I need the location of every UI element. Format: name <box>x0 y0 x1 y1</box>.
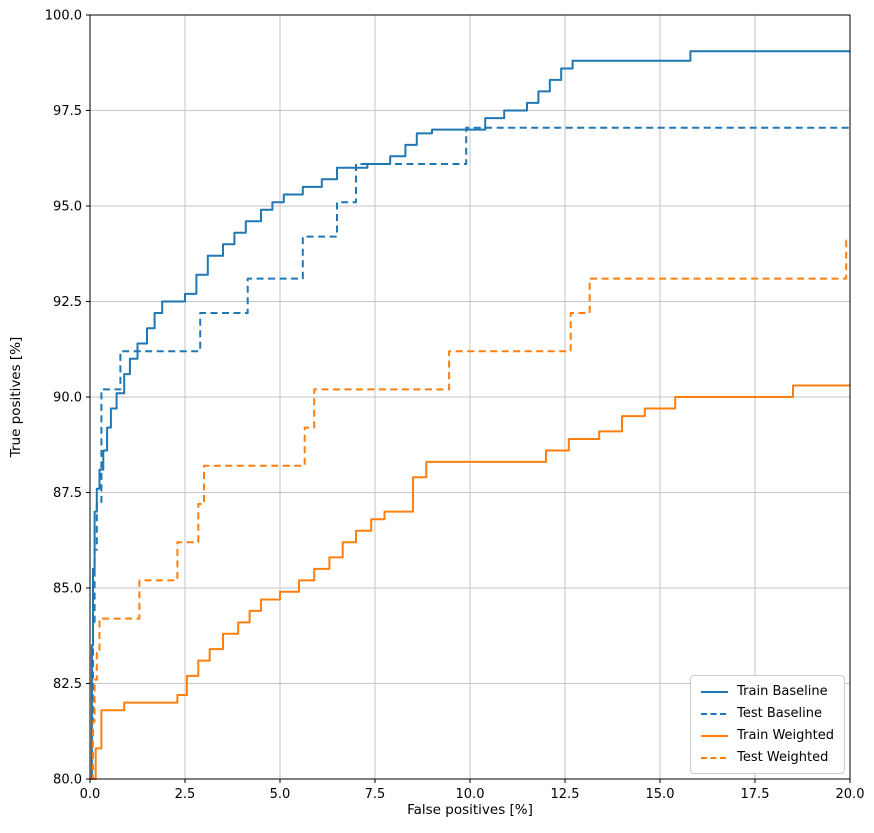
y-tick-label: 100.0 <box>45 9 82 24</box>
x-tick-label: 12.5 <box>551 787 580 802</box>
y-tick-label: 80.0 <box>53 773 82 788</box>
series-train-baseline <box>90 50 850 780</box>
legend-sample-line <box>701 712 729 715</box>
legend-item-train-weighted: Train Weighted <box>701 727 834 744</box>
series-train-weighted <box>90 384 850 780</box>
legend-label-train-weighted: Train Weighted <box>737 728 834 743</box>
x-tick-label: 7.5 <box>365 787 386 802</box>
y-tick-label: 87.5 <box>53 486 82 501</box>
y-axis-label: True positives [%] <box>8 336 24 458</box>
legend-line-sample-test-weighted <box>701 756 729 760</box>
y-tick-label: 85.0 <box>53 582 82 597</box>
legend-item-train-baseline: Train Baseline <box>701 683 834 700</box>
y-tick-label: 95.0 <box>53 200 82 215</box>
x-tick-label: 15.0 <box>646 787 675 802</box>
y-tick-label: 97.5 <box>53 104 82 119</box>
x-tick-label: 2.5 <box>175 787 196 802</box>
legend-line-sample-train-weighted <box>701 734 729 738</box>
y-tick-label: 82.5 <box>53 677 82 692</box>
legend-sample-line <box>701 756 729 759</box>
legend-label-test-weighted: Test Weighted <box>737 750 829 765</box>
x-axis-label: False positives [%] <box>407 802 533 818</box>
y-tick-label: 90.0 <box>53 391 82 406</box>
y-tick-label: 92.5 <box>53 295 82 310</box>
series-test-baseline <box>90 126 850 780</box>
legend-sample-line <box>701 690 729 693</box>
x-tick-label: 0.0 <box>80 787 101 802</box>
x-tick-label: 20.0 <box>836 787 865 802</box>
series-test-weighted <box>90 239 850 780</box>
x-tick-label: 17.5 <box>741 787 770 802</box>
legend-sample-line <box>701 734 729 737</box>
x-tick-label: 10.0 <box>456 787 485 802</box>
legend-label-test-baseline: Test Baseline <box>737 706 822 721</box>
x-tick-label: 5.0 <box>270 787 291 802</box>
legend-item-test-weighted: Test Weighted <box>701 749 834 766</box>
legend-item-test-baseline: Test Baseline <box>701 705 834 722</box>
legend: Train Baseline Test Baseline Train Weigh… <box>690 675 845 774</box>
legend-line-sample-train-baseline <box>701 690 729 694</box>
legend-line-sample-test-baseline <box>701 712 729 716</box>
legend-label-train-baseline: Train Baseline <box>737 684 828 699</box>
